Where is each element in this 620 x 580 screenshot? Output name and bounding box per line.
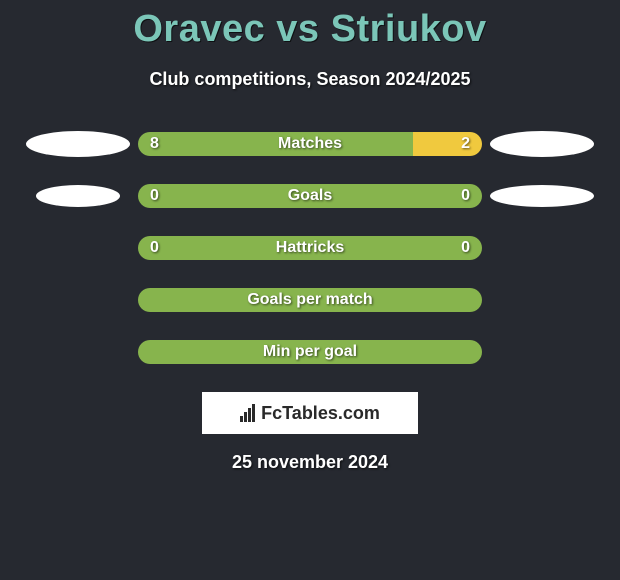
bar-segment-right (413, 132, 482, 156)
stat-row: 0 0 Goals (0, 184, 620, 208)
stat-bar: 0 0 Goals (138, 184, 482, 208)
stat-value-right: 0 (461, 239, 470, 257)
team-logo-left (26, 131, 130, 157)
team-logo-right-slot (482, 185, 602, 207)
brand-box: FcTables.com (202, 392, 418, 434)
stat-row: Min per goal (0, 340, 620, 364)
stat-rows: 8 2 Matches 0 0 Goals 0 0 Hattricks Goals per mat… (0, 132, 620, 364)
stat-value-left: 8 (150, 135, 159, 153)
brand-text: FcTables.com (261, 403, 380, 424)
stat-label: Min per goal (263, 343, 357, 361)
stat-row: 0 0 Hattricks (0, 236, 620, 260)
stat-label: Matches (278, 135, 342, 153)
stat-label: Hattricks (276, 239, 344, 257)
stat-row: Goals per match (0, 288, 620, 312)
stat-value-right: 2 (461, 135, 470, 153)
team-logo-left-slot (18, 131, 138, 157)
bar-chart-icon (240, 404, 255, 422)
stat-value-left: 0 (150, 239, 159, 257)
stat-value-right: 0 (461, 187, 470, 205)
stat-row: 8 2 Matches (0, 132, 620, 156)
stat-value-left: 0 (150, 187, 159, 205)
stat-label: Goals per match (247, 291, 372, 309)
bar-segment-left (138, 132, 413, 156)
team-logo-right (490, 185, 594, 207)
comparison-infographic: Oravec vs Striukov Club competitions, Se… (0, 0, 620, 473)
page-title: Oravec vs Striukov (0, 8, 620, 51)
stat-label: Goals (288, 187, 332, 205)
team-logo-left (36, 185, 120, 207)
stat-bar: Goals per match (138, 288, 482, 312)
team-logo-right-slot (482, 131, 602, 157)
stat-bar: 0 0 Hattricks (138, 236, 482, 260)
team-logo-right (490, 131, 594, 157)
stat-bar: 8 2 Matches (138, 132, 482, 156)
brand-label: FcTables.com (240, 403, 380, 424)
date-text: 25 november 2024 (0, 452, 620, 473)
stat-bar: Min per goal (138, 340, 482, 364)
team-logo-left-slot (18, 185, 138, 207)
subtitle: Club competitions, Season 2024/2025 (0, 69, 620, 90)
